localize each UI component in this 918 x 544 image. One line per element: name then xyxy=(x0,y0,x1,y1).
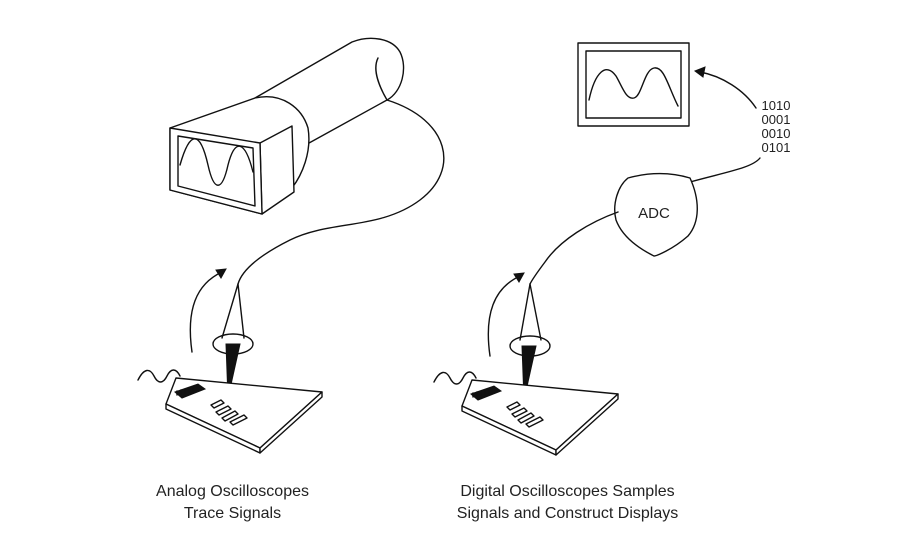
analog-caption: Analog Oscilloscopes Trace Signals xyxy=(120,481,345,525)
digital-circuit-board xyxy=(461,379,619,456)
analog-caption-line-2: Trace Signals xyxy=(183,505,282,522)
analog-waveform xyxy=(179,138,254,186)
digital-probe xyxy=(487,272,551,401)
analog-crt-scope xyxy=(169,37,405,215)
digital-probe-cable xyxy=(529,211,619,285)
binary-line: 1010 xyxy=(762,98,791,113)
analog-circuit-board xyxy=(165,377,323,454)
analog-input-signal xyxy=(137,369,181,383)
binary-line: 0001 xyxy=(762,112,791,127)
binary-data: 1010 0001 0010 0101 xyxy=(762,98,791,155)
digital-caption-line-2: Signals and Construct Displays xyxy=(456,505,679,522)
digital-input-signal xyxy=(433,371,477,385)
analog-caption-line-1: Analog Oscilloscopes xyxy=(156,483,309,500)
analog-probe-cable xyxy=(237,99,445,285)
adc-label: ADC xyxy=(638,205,670,222)
binary-line: 0101 xyxy=(762,140,791,155)
data-arrow-head xyxy=(693,66,706,78)
adc-block: ADC xyxy=(614,172,698,257)
data-arrow xyxy=(699,71,757,109)
binary-line: 0010 xyxy=(762,126,791,141)
digital-caption: Digital Oscilloscopes Samples Signals an… xyxy=(425,481,710,525)
digital-monitor xyxy=(577,42,690,127)
analog-probe xyxy=(189,268,254,399)
adc-output-cable xyxy=(689,157,761,183)
digital-waveform xyxy=(588,67,679,107)
digital-caption-line-1: Digital Oscilloscopes Samples xyxy=(460,483,675,500)
